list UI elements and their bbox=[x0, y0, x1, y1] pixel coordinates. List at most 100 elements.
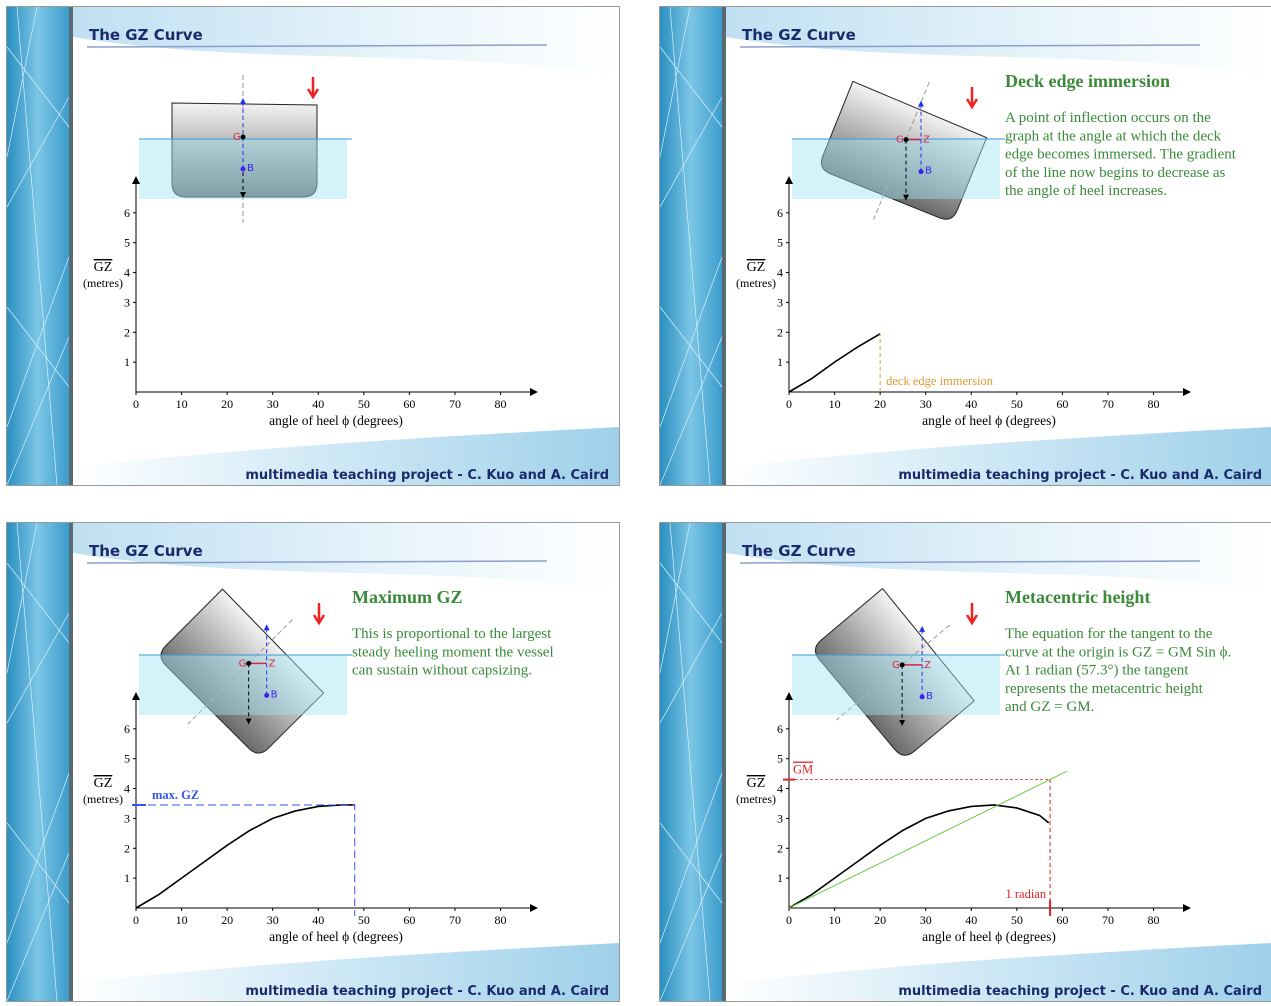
b-point bbox=[241, 167, 246, 172]
x-axis-label: angle of heel ϕ (degrees) bbox=[922, 413, 1056, 428]
x-tick-label: 80 bbox=[1148, 913, 1160, 927]
x-tick-label: 40 bbox=[965, 397, 977, 411]
ship-label: B bbox=[271, 689, 278, 700]
body-text: steady heeling moment the vessel bbox=[352, 644, 554, 660]
x-tick-label: 70 bbox=[1102, 913, 1114, 927]
x-tick-label: 10 bbox=[829, 397, 841, 411]
y-axis-label: GZ bbox=[747, 776, 766, 791]
body-text: A point of inflection occurs on the bbox=[1005, 110, 1211, 126]
y-tick-label: 6 bbox=[777, 722, 783, 736]
ship-label: G bbox=[233, 132, 241, 143]
x-tick-label: 0 bbox=[786, 397, 792, 411]
slide-footer: multimedia teaching project - C. Kuo and… bbox=[245, 468, 609, 483]
y-axis-unit: (metres) bbox=[736, 792, 776, 806]
water bbox=[792, 139, 1000, 199]
body-text: represents the metacentric height bbox=[1005, 681, 1204, 697]
y-axis-unit: (metres) bbox=[83, 276, 123, 290]
x-tick-label: 30 bbox=[920, 397, 932, 411]
slide: The GZ Curvemultimedia teaching project … bbox=[659, 6, 1271, 486]
x-tick-label: 20 bbox=[221, 397, 233, 411]
x-tick-label: 50 bbox=[358, 397, 370, 411]
y-tick-label: 5 bbox=[777, 752, 783, 766]
side-strip bbox=[660, 7, 722, 485]
y-axis-label: GZ bbox=[94, 260, 113, 275]
annotation-text: 1 radian bbox=[1005, 887, 1046, 901]
side-strip bbox=[660, 523, 722, 1001]
slide-heading: Maximum GZ bbox=[352, 587, 463, 607]
side-strip bbox=[7, 523, 69, 1001]
slide-title: The GZ Curve bbox=[89, 542, 203, 560]
x-tick-label: 50 bbox=[1011, 397, 1023, 411]
x-tick-label: 70 bbox=[449, 397, 461, 411]
x-tick-label: 10 bbox=[829, 913, 841, 927]
y-tick-label: 1 bbox=[777, 355, 783, 369]
x-tick-label: 30 bbox=[267, 913, 279, 927]
ship-label: Z bbox=[924, 660, 931, 671]
y-axis-unit: (metres) bbox=[736, 276, 776, 290]
y-axis-label: GZ bbox=[747, 260, 766, 275]
body-text: can sustain without capsizing. bbox=[352, 663, 532, 679]
x-tick-label: 30 bbox=[920, 913, 932, 927]
slide-heading: Metacentric height bbox=[1005, 587, 1150, 607]
y-tick-label: 3 bbox=[777, 295, 783, 309]
x-tick-label: 60 bbox=[1056, 913, 1068, 927]
strip-edge bbox=[69, 7, 73, 485]
x-tick-label: 60 bbox=[403, 913, 415, 927]
x-tick-label: 0 bbox=[133, 913, 139, 927]
slide: The GZ Curve multimedia teaching project … bbox=[6, 522, 620, 1002]
side-strip bbox=[7, 7, 69, 485]
y-tick-label: 1 bbox=[124, 355, 130, 369]
y-tick-label: 3 bbox=[124, 811, 130, 825]
x-tick-label: 60 bbox=[403, 397, 415, 411]
x-tick-label: 20 bbox=[221, 913, 233, 927]
body-text: and GZ = GM. bbox=[1005, 699, 1094, 715]
x-tick-label: 50 bbox=[1011, 913, 1023, 927]
x-tick-label: 70 bbox=[449, 913, 461, 927]
b-point bbox=[264, 693, 269, 698]
ship-label: B bbox=[247, 163, 254, 174]
annotation-text: max. GZ bbox=[152, 788, 199, 802]
x-tick-label: 70 bbox=[1102, 397, 1114, 411]
y-tick-label: 1 bbox=[777, 871, 783, 885]
y-tick-label: 2 bbox=[777, 841, 783, 855]
ship-label: B bbox=[926, 691, 933, 702]
y-axis-unit: (metres) bbox=[83, 792, 123, 806]
ship-label: G bbox=[892, 660, 900, 671]
x-tick-label: 30 bbox=[267, 397, 279, 411]
y-tick-label: 5 bbox=[124, 752, 130, 766]
x-tick-label: 20 bbox=[874, 397, 886, 411]
slide: The GZ Curvemultimedia teaching project … bbox=[6, 6, 620, 486]
body-text: of the line now begins to decrease as bbox=[1005, 165, 1226, 181]
strip-edge bbox=[69, 523, 73, 1001]
y-tick-label: 5 bbox=[124, 236, 130, 250]
x-axis-label: angle of heel ϕ (degrees) bbox=[269, 929, 403, 944]
y-tick-label: 5 bbox=[777, 236, 783, 250]
x-tick-label: 0 bbox=[786, 913, 792, 927]
y-tick-label: 3 bbox=[124, 295, 130, 309]
g-point bbox=[900, 662, 905, 667]
ship-label: B bbox=[925, 166, 932, 177]
g-point bbox=[241, 135, 246, 140]
ship-label: Z bbox=[269, 658, 276, 669]
ship-label: Z bbox=[923, 135, 930, 146]
x-axis-label: angle of heel ϕ (degrees) bbox=[922, 929, 1056, 944]
x-tick-label: 60 bbox=[1056, 397, 1068, 411]
strip-edge bbox=[722, 7, 726, 485]
body-text: curve at the origin is GZ = GM Sin ϕ. bbox=[1005, 644, 1231, 660]
body-text: edge becomes immersed. The gradient bbox=[1005, 147, 1237, 163]
x-axis-label: angle of heel ϕ (degrees) bbox=[269, 413, 403, 428]
x-tick-label: 80 bbox=[495, 913, 507, 927]
body-text: The equation for the tangent to the bbox=[1005, 626, 1213, 642]
body-text: This is proportional to the largest bbox=[352, 626, 552, 642]
slide-footer: multimedia teaching project - C. Kuo and… bbox=[898, 468, 1262, 483]
x-tick-label: 40 bbox=[312, 913, 324, 927]
y-axis-label: GZ bbox=[94, 776, 113, 791]
slide-heading: Deck edge immersion bbox=[1005, 71, 1170, 91]
slide-footer: multimedia teaching project - C. Kuo and… bbox=[245, 984, 609, 999]
annotation-text: deck edge immersion bbox=[886, 374, 994, 388]
y-tick-label: 2 bbox=[124, 325, 130, 339]
slide-title: The GZ Curve bbox=[742, 542, 856, 560]
strip-edge bbox=[722, 523, 726, 1001]
